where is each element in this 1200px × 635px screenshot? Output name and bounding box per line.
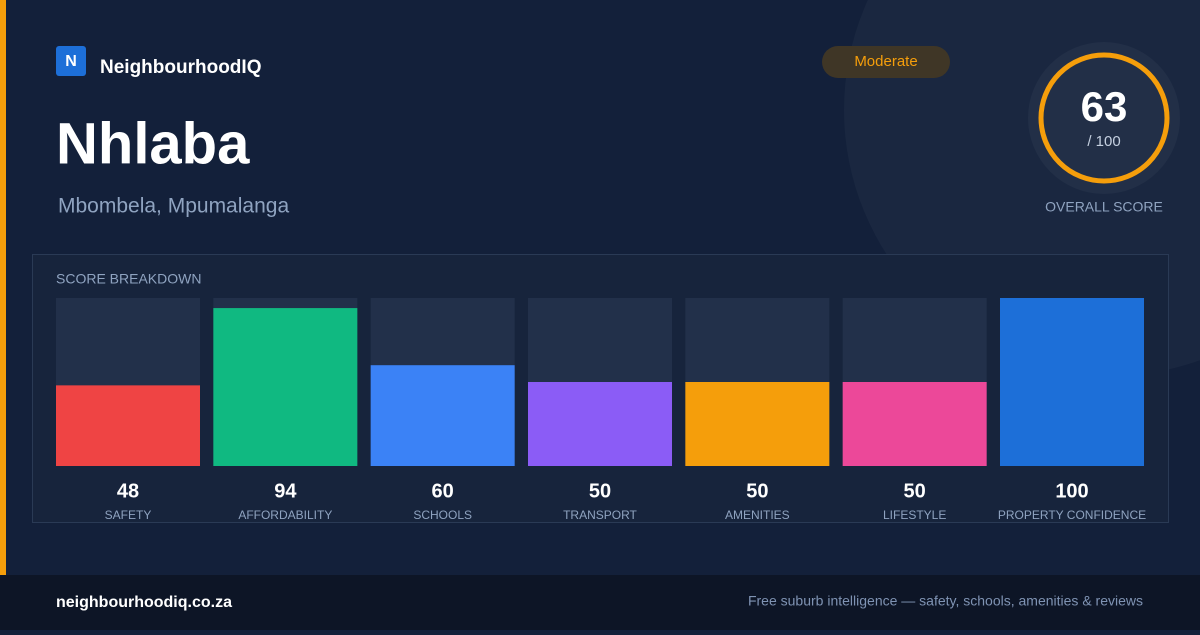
category-label: PROPERTY CONFIDENCE (998, 508, 1146, 522)
logo-box (56, 46, 86, 76)
bar (685, 382, 830, 466)
bar (1000, 298, 1144, 466)
bar (528, 382, 672, 466)
accent-stripe (0, 0, 6, 575)
score-disc (1028, 42, 1180, 194)
category-label: AMENITIES (725, 508, 790, 522)
chart-title: SCORE BREAKDOWN (56, 271, 201, 287)
category-label: SCHOOLS (413, 508, 472, 522)
category-label: SAFETY (105, 508, 152, 522)
value-label: 100 (1055, 480, 1088, 502)
bar (213, 308, 358, 466)
value-label: 60 (432, 480, 454, 502)
footer-site: neighbourhoodiq.co.za (56, 594, 232, 611)
score-max: / 100 (1087, 133, 1120, 150)
footer-tagline: Free suburb intelligence — safety, schoo… (748, 593, 1143, 609)
title: Nhlaba (56, 111, 250, 176)
value-label: 50 (589, 480, 611, 502)
bar (370, 365, 515, 466)
score-value: 63 (1081, 83, 1128, 130)
value-label: 50 (904, 480, 926, 502)
badge-bg (822, 46, 950, 78)
bar (842, 382, 987, 466)
value-label: 48 (117, 480, 139, 502)
logo-letter: N (65, 53, 77, 70)
footer-bar (0, 575, 1200, 630)
category-label: AFFORDABILITY (238, 508, 332, 522)
badge: Moderate (854, 53, 917, 70)
score-ring (1038, 52, 1170, 184)
category-label: LIFESTYLE (883, 508, 946, 522)
score-label: OVERALL SCORE (1045, 199, 1163, 215)
brand-name: NeighbourhoodIQ (100, 57, 261, 78)
value-label: 50 (746, 480, 768, 502)
bar (56, 385, 200, 466)
value-label: 94 (274, 480, 297, 502)
subtitle: Mbombela, Mpumalanga (58, 195, 289, 218)
category-label: TRANSPORT (563, 508, 637, 522)
